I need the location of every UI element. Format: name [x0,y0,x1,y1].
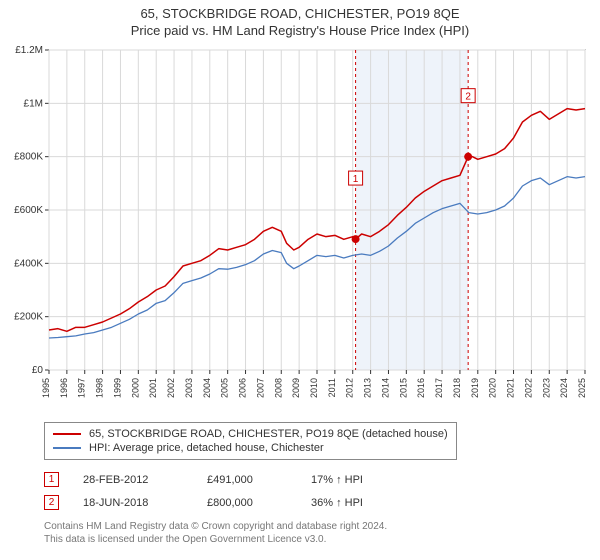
legend-box: 65, STOCKBRIDGE ROAD, CHICHESTER, PO19 8… [44,422,457,460]
svg-text:2015: 2015 [398,378,408,398]
svg-text:2014: 2014 [380,378,390,398]
svg-text:2017: 2017 [434,378,444,398]
svg-text:2002: 2002 [166,378,176,398]
svg-text:£800K: £800K [14,152,43,163]
transaction-row: 1 28-FEB-2012 £491,000 17% ↑ HPI [44,468,600,491]
footnote-line-1: Contains HM Land Registry data © Crown c… [44,520,600,533]
svg-text:2018: 2018 [452,378,462,398]
svg-text:2023: 2023 [541,378,551,398]
svg-text:2010: 2010 [309,378,319,398]
chart-subtitle: Price paid vs. HM Land Registry's House … [0,23,600,38]
transaction-pct: 17% ↑ HPI [311,474,411,486]
svg-text:1999: 1999 [112,378,122,398]
legend-row: HPI: Average price, detached house, Chic… [53,441,448,455]
legend-swatch [53,447,81,449]
legend-label: HPI: Average price, detached house, Chic… [89,442,324,454]
transaction-date: 18-JUN-2018 [83,497,183,509]
svg-text:£0: £0 [32,365,44,376]
chart-title: 65, STOCKBRIDGE ROAD, CHICHESTER, PO19 8… [0,6,600,21]
svg-text:2024: 2024 [559,378,569,398]
svg-text:2005: 2005 [220,378,230,398]
svg-text:2011: 2011 [327,378,337,397]
footnote: Contains HM Land Registry data © Crown c… [44,520,600,546]
svg-text:2008: 2008 [273,378,283,398]
svg-text:2004: 2004 [202,378,212,398]
svg-text:2012: 2012 [345,378,355,398]
svg-text:2022: 2022 [523,378,533,398]
legend-label: 65, STOCKBRIDGE ROAD, CHICHESTER, PO19 8… [89,428,448,440]
svg-text:2009: 2009 [291,378,301,398]
svg-text:1996: 1996 [59,378,69,398]
legend-row: 65, STOCKBRIDGE ROAD, CHICHESTER, PO19 8… [53,427,448,441]
transactions-list: 1 28-FEB-2012 £491,000 17% ↑ HPI 2 18-JUN-201… [44,468,600,514]
transaction-date: 28-FEB-2012 [83,474,183,486]
svg-text:2006: 2006 [238,378,248,398]
footnote-line-2: This data is licensed under the Open Gov… [44,533,600,546]
svg-text:£1M: £1M [24,98,43,109]
svg-text:2016: 2016 [416,378,426,398]
transaction-price: £800,000 [207,497,287,509]
transaction-badge: 2 [44,495,59,510]
svg-text:2001: 2001 [148,378,158,398]
svg-text:2025: 2025 [577,378,587,398]
svg-text:2021: 2021 [506,378,516,398]
chart-area: £0 £200K £400K £600K £800K £1M £1.2M 1995 1996 19… [5,44,595,414]
svg-text:2019: 2019 [470,378,480,398]
svg-text:1: 1 [353,174,359,185]
svg-text:2: 2 [465,92,471,103]
svg-text:1997: 1997 [77,378,87,398]
svg-text:2020: 2020 [488,378,498,398]
svg-text:£1.2M: £1.2M [15,45,43,56]
svg-text:2013: 2013 [363,378,373,398]
transaction-pct: 36% ↑ HPI [311,497,411,509]
svg-text:2000: 2000 [130,378,140,398]
legend-swatch [53,433,81,435]
svg-text:1998: 1998 [95,378,105,398]
svg-text:1995: 1995 [41,378,51,398]
transaction-badge: 1 [44,472,59,487]
svg-text:£400K: £400K [14,258,43,269]
svg-text:£600K: £600K [14,205,43,216]
transaction-price: £491,000 [207,474,287,486]
svg-text:2003: 2003 [184,378,194,398]
transaction-row: 2 18-JUN-2018 £800,000 36% ↑ HPI [44,491,600,514]
svg-text:£200K: £200K [14,312,43,323]
svg-text:2007: 2007 [255,378,265,398]
